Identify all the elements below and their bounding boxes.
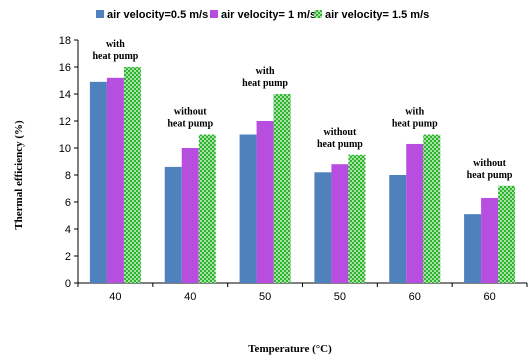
legend: air velocity=0.5 m/s air velocity= 1 m/s a… [96, 9, 429, 21]
bar [314, 172, 332, 283]
bar [464, 214, 482, 283]
bar [423, 134, 441, 283]
bars [89, 67, 516, 283]
annotation-label: heat pump [467, 170, 513, 181]
bar [256, 121, 274, 283]
x-tick-label: 60 [409, 291, 421, 303]
legend-swatch [96, 10, 104, 18]
x-tick-label: 40 [184, 291, 196, 303]
annotation-label: without [324, 127, 357, 138]
y-axis-title: Thermal efficiency (%) [13, 120, 25, 230]
bar [389, 175, 407, 283]
axes: 0 2 4 6 8 10 12 14 16 18 40 40 50 50 60 60 [59, 35, 528, 303]
annotation-label: heat pump [92, 51, 138, 62]
y-tick-label: 2 [65, 251, 71, 263]
annotation-label: heat pump [317, 139, 363, 150]
y-tick-label: 8 [65, 170, 71, 182]
y-tick-label: 0 [65, 278, 71, 290]
x-axis-title: Temperature (°C) [248, 343, 332, 355]
bar [348, 154, 366, 283]
x-tick-label: 50 [334, 291, 346, 303]
bar [498, 185, 516, 283]
bar [89, 81, 107, 283]
annotation-label: without [174, 107, 207, 118]
y-tick-label: 16 [59, 62, 71, 74]
legend-label: air velocity= 1 m/s [221, 9, 316, 21]
annotation-label: heat pump [242, 78, 288, 89]
bar [164, 166, 182, 283]
annotation-label: heat pump [167, 119, 213, 130]
bar [331, 164, 349, 283]
x-tick-label: 60 [483, 291, 495, 303]
y-tick-label: 14 [59, 89, 71, 101]
bar [481, 197, 499, 283]
bar [273, 94, 291, 283]
y-tick-label: 6 [65, 197, 71, 209]
bar [106, 77, 124, 283]
bar [123, 67, 141, 283]
y-tick-label: 4 [65, 224, 71, 236]
x-tick-label: 50 [259, 291, 271, 303]
bar [239, 134, 257, 283]
x-tick-label: 40 [109, 291, 121, 303]
annotation-label: heat pump [392, 119, 438, 130]
y-tick-label: 10 [59, 143, 71, 155]
y-tick-label: 12 [59, 116, 71, 128]
annotation-label: without [473, 158, 506, 169]
bar [198, 134, 216, 283]
y-tick-label: 18 [59, 35, 71, 47]
annotation-label: with [106, 39, 125, 50]
annotation-label: with [405, 107, 424, 118]
legend-label: air velocity= 1.5 m/s [325, 9, 429, 21]
bar [181, 148, 199, 283]
annotation-label: with [256, 66, 275, 77]
legend-label: air velocity=0.5 m/s [107, 9, 208, 21]
legend-swatch [210, 10, 218, 18]
legend-swatch [314, 10, 322, 18]
bar [406, 143, 424, 283]
